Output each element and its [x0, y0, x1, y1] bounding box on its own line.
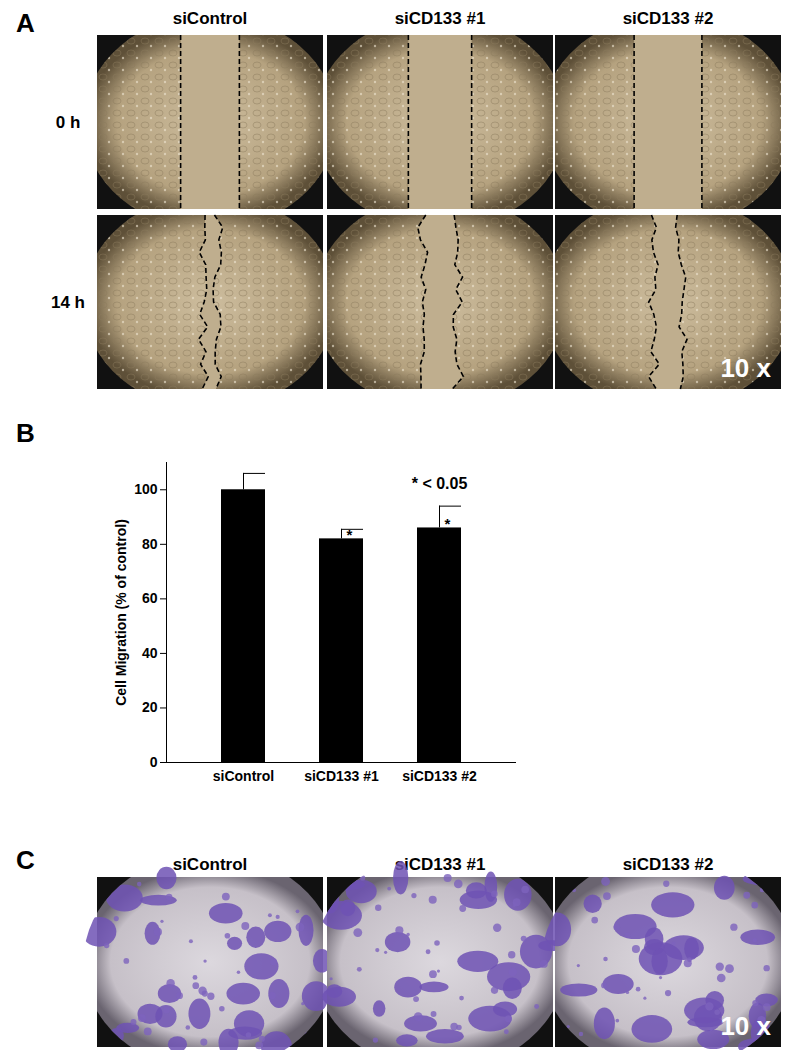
svg-text:10 x: 10 x	[720, 1011, 771, 1041]
html-text:B: B	[16, 418, 35, 448]
svg-text:*: *	[445, 515, 451, 532]
svg-text:Cell Migration (% of control): Cell Migration (% of control)	[113, 519, 129, 706]
html-text:A: A	[16, 8, 35, 38]
svg-text:* < 0.05: * < 0.05	[412, 475, 468, 492]
svg-text:10 x: 10 x	[720, 353, 771, 383]
svg-text:siControl: siControl	[173, 855, 248, 874]
svg-text:60: 60	[142, 590, 158, 606]
svg-text:siControl: siControl	[213, 768, 274, 784]
svg-text:siCD133 #2: siCD133 #2	[623, 855, 714, 874]
svg-text:siCD133 #1: siCD133 #1	[395, 855, 486, 874]
svg-text:*: *	[347, 526, 353, 543]
html-text:C: C	[16, 845, 35, 875]
svg-text:siControl: siControl	[173, 9, 248, 28]
svg-text:0: 0	[150, 754, 158, 770]
svg-text:siCD133 #1: siCD133 #1	[304, 768, 379, 784]
svg-text:siCD133 #1: siCD133 #1	[395, 9, 486, 28]
svg-text:14 h: 14 h	[51, 293, 85, 312]
svg-text:80: 80	[142, 536, 158, 552]
svg-text:siCD133 #2: siCD133 #2	[402, 768, 477, 784]
svg-text:20: 20	[142, 699, 158, 715]
svg-text:0 h: 0 h	[56, 113, 81, 132]
svg-text:siCD133 #2: siCD133 #2	[623, 9, 714, 28]
svg-text:100: 100	[134, 481, 158, 497]
svg-text:40: 40	[142, 645, 158, 661]
